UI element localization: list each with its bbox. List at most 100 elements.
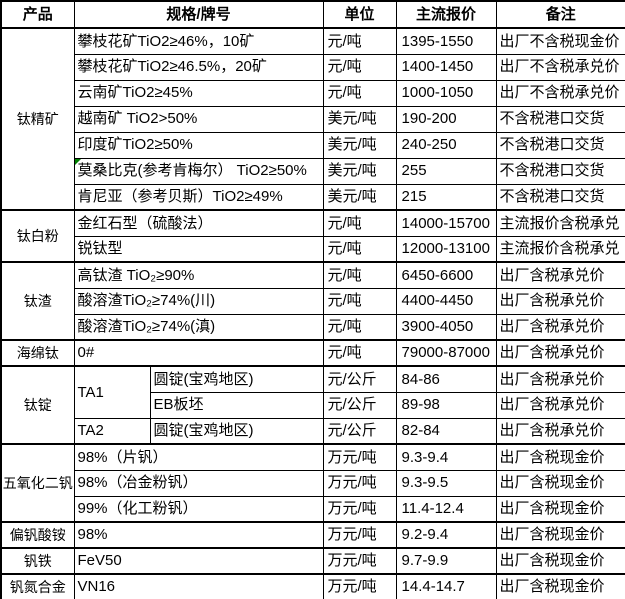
price-cell: 14000-15700 xyxy=(395,209,497,237)
table-row: 海绵钛 0# 元/吨 79000-87000 出厂含税承兑价 xyxy=(0,339,625,367)
unit-cell: 美元/吨 xyxy=(322,105,397,133)
header-note: 备注 xyxy=(495,0,625,29)
note-cell: 出厂含税现金价 xyxy=(495,521,625,549)
price-cell: 1400-1450 xyxy=(395,53,497,81)
price-cell: 82-84 xyxy=(395,417,497,445)
header-product: 产品 xyxy=(0,0,75,29)
spec-cell-flagged: 莫桑比克(参考肯梅尔） TiO2≥50% xyxy=(73,157,324,185)
unit-cell: 万元/吨 xyxy=(322,573,397,599)
spec-cell: 印度矿TiO2≥50% xyxy=(73,131,324,159)
spec-cell: 98%（片钒） xyxy=(73,443,324,471)
note-cell: 出厂含税承兑价 xyxy=(495,391,625,419)
spec-cell: 酸溶渣TiO₂≥74%(川) xyxy=(73,287,324,315)
price-cell: 89-98 xyxy=(395,391,497,419)
price-cell: 79000-87000 xyxy=(395,339,497,367)
spec-cell: 圆锭(宝鸡地区) xyxy=(149,417,324,445)
table-row: 云南矿TiO2≥45% 元/吨 1000-1050 出厂不含税承兑价 xyxy=(1,79,625,107)
spec-cell: 攀枝花矿TiO2≥46%，10矿 xyxy=(73,27,324,55)
table-row: 钒氮合金 VN16 万元/吨 14.4-14.7 出厂含税现金价 xyxy=(0,573,625,599)
product-cell: 钛渣 xyxy=(0,261,75,341)
product-cell: 钛精矿 xyxy=(0,27,75,211)
green-triangle-icon xyxy=(75,159,81,165)
note-cell: 不含税港口交货 xyxy=(495,131,625,159)
header-unit: 单位 xyxy=(322,0,397,29)
table-row: 越南矿 TiO2>50% 美元/吨 190-200 不含税港口交货 xyxy=(1,105,625,133)
product-cell: 偏钒酸铵 xyxy=(0,521,75,549)
product-cell: 钒氮合金 xyxy=(0,573,75,599)
table-row: 钛白粉 金红石型（硫酸法） 元/吨 14000-15700 主流报价含税承兑 xyxy=(0,209,625,263)
price-cell: 1000-1050 xyxy=(395,79,497,107)
product-cell: 钛锭 xyxy=(0,365,75,445)
unit-cell: 万元/吨 xyxy=(322,443,397,471)
unit-cell: 万元/吨 xyxy=(322,469,397,497)
note-cell: 主流报价含税承兑 xyxy=(495,209,625,237)
note-cell: 出厂不含税承兑价 xyxy=(495,79,625,107)
table-row: 五氧化二钒 98%（片钒） 万元/吨 9.3-9.4 出厂含税现金价 xyxy=(0,443,625,523)
table-row: 锐钛型 元/吨 12000-13100 主流报价含税承兑 xyxy=(1,235,625,263)
note-cell: 出厂不含税承兑价 xyxy=(495,53,625,81)
table-row: 攀枝花矿TiO2≥46.5%，20矿 元/吨 1400-1450 出厂不含税承兑… xyxy=(1,53,625,81)
note-cell: 出厂含税现金价 xyxy=(495,573,625,599)
unit-cell: 美元/吨 xyxy=(322,131,397,159)
note-cell: 出厂含税现金价 xyxy=(495,469,625,497)
note-cell: 出厂含税承兑价 xyxy=(495,339,625,367)
note-cell: 不含税港口交货 xyxy=(495,157,625,185)
header-spec: 规格/牌号 xyxy=(73,0,324,29)
spec-cell: 98%（冶金粉钒） xyxy=(73,469,324,497)
unit-cell: 元/吨 xyxy=(322,261,397,289)
note-cell: 出厂含税承兑价 xyxy=(495,417,625,445)
unit-cell: 元/吨 xyxy=(322,339,397,367)
spec-cell: 云南矿TiO2≥45% xyxy=(73,79,324,107)
product-cell: 五氧化二钒 xyxy=(0,443,75,523)
spec-cell: FeV50 xyxy=(73,547,324,575)
table-row: 99%（化工粉钒） 万元/吨 11.4-12.4 出厂含税现金价 xyxy=(1,495,625,523)
spec-cell: 肯尼亚（参考贝斯）TiO2≥49% xyxy=(73,183,324,211)
note-cell: 出厂不含税现金价 xyxy=(495,27,625,55)
note-cell: 出厂含税承兑价 xyxy=(495,261,625,289)
spec-cell: 金红石型（硫酸法） xyxy=(73,209,324,237)
price-cell: 12000-13100 xyxy=(395,235,497,263)
price-cell: 14.4-14.7 xyxy=(395,573,497,599)
table-row: 钛锭 TA1 圆锭(宝鸡地区) 元/公斤 84-86 出厂含税承兑价 xyxy=(0,365,625,445)
table-row: 酸溶渣TiO₂≥74%(川) 元/吨 4400-4450 出厂含税承兑价 xyxy=(1,287,625,315)
spec-cell: 圆锭(宝鸡地区) xyxy=(149,365,324,393)
note-cell: 出厂含税现金价 xyxy=(495,443,625,471)
unit-cell: 元/吨 xyxy=(322,287,397,315)
unit-cell: 元/吨 xyxy=(322,313,397,341)
spec-cell: 越南矿 TiO2>50% xyxy=(73,105,324,133)
note-cell: 出厂含税承兑价 xyxy=(495,365,625,393)
note-cell: 出厂含税现金价 xyxy=(495,547,625,575)
unit-cell: 元/公斤 xyxy=(322,365,397,393)
unit-cell: 元/吨 xyxy=(322,27,397,55)
header-row: 产品 规格/牌号 单位 主流报价 备注 xyxy=(0,0,625,29)
price-cell: 3900-4050 xyxy=(395,313,497,341)
unit-cell: 元/吨 xyxy=(322,79,397,107)
price-cell: 9.2-9.4 xyxy=(395,521,497,549)
header-price: 主流报价 xyxy=(395,0,497,29)
price-cell: 9.3-9.5 xyxy=(395,469,497,497)
unit-cell: 万元/吨 xyxy=(322,547,397,575)
unit-cell: 美元/吨 xyxy=(322,183,397,211)
spec-cell: 锐钛型 xyxy=(73,235,324,263)
note-cell: 不含税港口交货 xyxy=(495,183,625,211)
table-row: 偏钒酸铵 98% 万元/吨 9.2-9.4 出厂含税现金价 xyxy=(0,521,625,549)
note-cell: 主流报价含税承兑 xyxy=(495,235,625,263)
spec-cell: VN16 xyxy=(73,573,324,599)
product-cell: 钒铁 xyxy=(0,547,75,575)
price-cell: 9.3-9.4 xyxy=(395,443,497,471)
spec-cell: 酸溶渣TiO₂≥74%(滇) xyxy=(73,313,324,341)
price-cell: 1395-1550 xyxy=(395,27,497,55)
price-cell: 190-200 xyxy=(395,105,497,133)
table-row: 钛精矿 攀枝花矿TiO2≥46%，10矿 元/吨 1395-1550 出厂不含税… xyxy=(0,27,625,211)
unit-cell: 元/吨 xyxy=(322,235,397,263)
table-row: 钛渣 高钛渣 TiO₂≥90% 元/吨 6450-6600 出厂含税承兑价 xyxy=(0,261,625,341)
note-cell: 出厂含税承兑价 xyxy=(495,287,625,315)
table-row: 98%（冶金粉钒） 万元/吨 9.3-9.5 出厂含税现金价 xyxy=(1,469,625,497)
table-row: 印度矿TiO2≥50% 美元/吨 240-250 不含税港口交货 xyxy=(1,131,625,159)
spec-cell: 攀枝花矿TiO2≥46.5%，20矿 xyxy=(73,53,324,81)
unit-cell: 元/吨 xyxy=(322,209,397,237)
grade-cell: TA2 xyxy=(73,417,151,445)
table-row: TA2 圆锭(宝鸡地区) 元/公斤 82-84 出厂含税承兑价 xyxy=(1,417,625,445)
spec-cell: 0# xyxy=(73,339,324,367)
